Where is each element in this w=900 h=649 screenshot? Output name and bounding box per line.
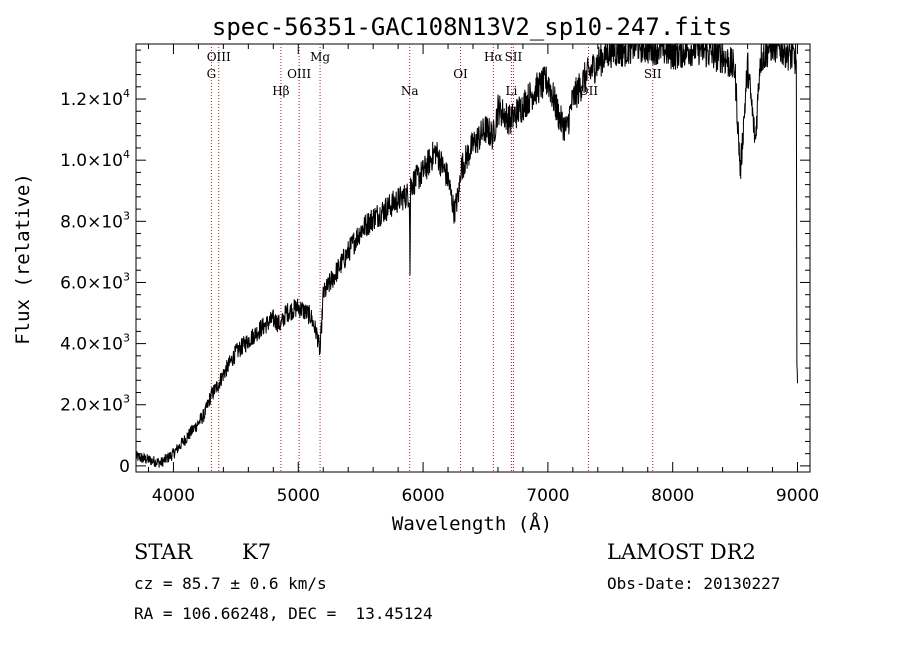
y-tick-label: 2.0×103 [60,393,130,416]
spectral-line-label: OIII [287,67,311,81]
spectral-line-label: Na [401,84,419,98]
y-tick-label: 4.0×103 [60,332,130,355]
spectral-line-label: Hβ [272,84,289,98]
axis-ticks: 4000 5000 6000 7000 8000 9000 0 2.0×103 4.0×103 6… [60,44,819,506]
spectral-line-label: OI [453,67,468,81]
spectral-line-label: OIII [207,50,231,64]
coordinates-readout: RA = 106.66248, DEC = 13.45124 [134,604,433,623]
object-subclass: K7 [242,540,272,564]
x-tick-label: 5000 [277,486,320,506]
x-tick-label: 6000 [401,486,444,506]
plot-border [135,43,811,473]
spectrum-line [135,42,798,468]
x-tick-label: 8000 [651,486,694,506]
survey-name: LAMOST DR2 [607,540,756,564]
chart-title: spec-56351-GAC108N13V2_sp10-247.fits [212,13,732,41]
observation-date: Obs-Date: 20130227 [607,574,781,593]
y-axis-label: Flux (relative) [12,173,34,345]
x-tick-label: 4000 [152,486,195,506]
spectrum-layer [135,42,798,468]
y-tick-label: 1.2×104 [60,87,130,110]
spectral-line-label: SII [644,67,662,81]
object-type: STAR [134,540,193,564]
x-axis-label: Wavelength (Å) [392,512,552,535]
spectral-line-label: Li [506,84,518,98]
x-tick-label: 7000 [526,486,569,506]
spectral-line-label: G [207,67,217,81]
plot-area [135,43,811,473]
y-tick-label: 6.0×103 [60,270,130,293]
spectral-line-label: Mg [310,50,330,64]
x-tick-label: 9000 [776,486,819,506]
spectral-line-label: SII [505,50,523,64]
y-tick-label: 8.0×103 [60,209,130,232]
spectral-line-label: Hα [484,50,503,64]
y-tick-label: 1.0×104 [60,148,130,171]
velocity-readout: cz = 85.7 ± 0.6 km/s [134,574,327,593]
y-tick-label: 0 [119,457,130,477]
